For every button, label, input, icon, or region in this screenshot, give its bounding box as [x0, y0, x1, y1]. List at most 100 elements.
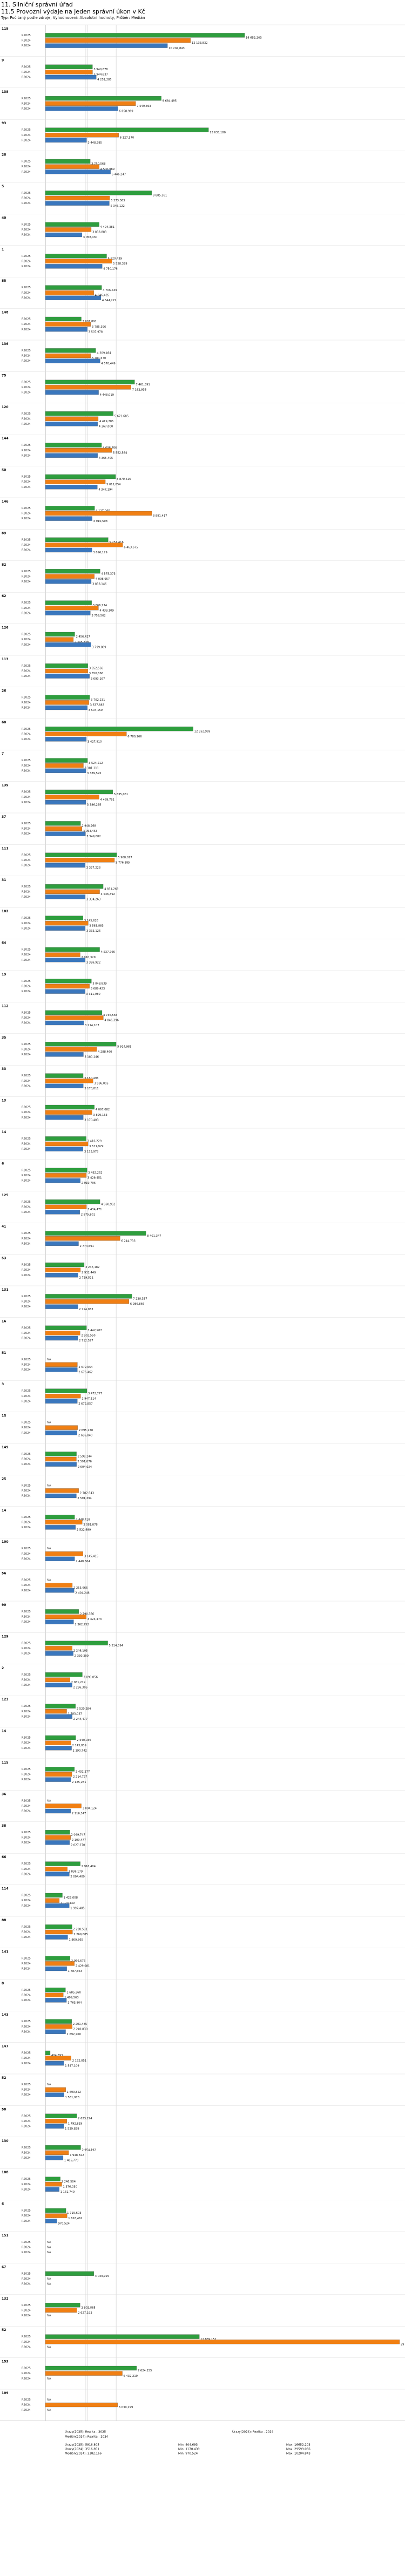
row-label: R2024: [22, 1652, 31, 1656]
group-label: 62: [2, 594, 6, 598]
bar: [45, 1835, 71, 1840]
value-label: 6 058,969: [119, 110, 133, 113]
group-label: 14: [2, 1509, 6, 1513]
row-label: R2024: [22, 1148, 31, 1151]
value-label: 2 246,103: [73, 1650, 87, 1653]
group-label: 58: [2, 2107, 6, 2111]
row-label: R2024: [22, 580, 31, 584]
row-label: R2024: [22, 1773, 31, 1777]
row-label: R2025: [22, 1421, 31, 1425]
row-label: R2024: [22, 922, 31, 925]
value-label: 1 792,829: [68, 2123, 82, 2126]
value-label: 2 244,477: [73, 1718, 87, 1721]
value-label: 4 209,464: [97, 352, 111, 355]
value-label: 3 986,005: [94, 1082, 108, 1085]
na-label: NA: [47, 2083, 51, 2086]
bar: [45, 1830, 70, 1835]
value-label: 3 416,229: [87, 1140, 102, 1143]
value-label: 6 127,370: [120, 136, 134, 139]
group-label: 119: [2, 27, 9, 31]
row-label: R2024: [22, 1116, 31, 1120]
value-label: 5 635,081: [114, 793, 128, 796]
row-label: R2024: [22, 1747, 31, 1750]
row-label: R2025: [22, 2335, 31, 2338]
bar: [45, 989, 85, 994]
value-label: 2 228,591: [73, 1928, 87, 1931]
group-label: 2: [2, 1666, 4, 1670]
bar: [45, 1262, 85, 1267]
value-label: 4 537,766: [101, 951, 115, 954]
value-label: 2 027,270: [71, 1844, 85, 1847]
bar: [45, 232, 82, 238]
row-label: R2025: [22, 2367, 31, 2370]
bar: [45, 327, 87, 332]
value-label: 3 181,111: [85, 767, 99, 770]
bar: [45, 322, 91, 327]
value-label: 7 624,155: [138, 2369, 152, 2372]
row-label: R2025: [22, 2146, 31, 2150]
row-label: R2024: [22, 2283, 31, 2286]
bar: [45, 2213, 68, 2218]
value-label: 3 910,508: [93, 520, 107, 523]
bar: [45, 1204, 87, 1209]
row-label: R2024: [22, 360, 31, 363]
value-label: 2 910,329: [81, 956, 95, 959]
row-label: R2025: [22, 791, 31, 794]
value-label: 3 759,562: [91, 614, 105, 618]
group-label: 26: [2, 689, 6, 693]
stat-value: Min: 970.524: [178, 2452, 198, 2455]
bar: [45, 485, 98, 490]
row-label: R2025: [22, 34, 31, 37]
bar: [45, 479, 106, 484]
bar: [45, 1010, 103, 1015]
row-label: R2025: [22, 1137, 31, 1141]
value-label: 1 787,663: [68, 1970, 82, 1973]
value-label: 3 896,179: [93, 551, 107, 554]
value-label: 7 162,935: [132, 389, 146, 392]
row-label: R2025: [22, 412, 31, 416]
row-label: R2025: [22, 2083, 31, 2086]
value-label: 3 349,882: [86, 835, 100, 838]
row-label: R2025: [22, 381, 31, 384]
bar: [45, 1462, 77, 1467]
value-label: 2 948,268: [82, 825, 96, 828]
bar: [45, 259, 112, 263]
bar: [45, 1488, 79, 1493]
value-label: 2 790,356: [80, 1613, 94, 1616]
bar: [45, 1840, 70, 1845]
row-label: R2024: [22, 2214, 31, 2218]
row-label: R2025: [22, 1862, 31, 1866]
value-label: 4 575,373: [101, 572, 115, 575]
row-label: R2024: [22, 1810, 31, 1813]
value-label: 5 914,983: [117, 1045, 131, 1048]
value-label: 3 944,637: [93, 73, 107, 77]
group-label: 6: [2, 1162, 4, 1165]
row-label: R2025: [22, 2272, 31, 2275]
value-label: 2 604,024: [78, 1466, 92, 1469]
row-label: R2024: [22, 265, 31, 268]
bar: [45, 1872, 70, 1876]
bar: [45, 295, 102, 300]
row-label: R2024: [22, 2341, 31, 2344]
bar: [45, 358, 100, 363]
value-label: 2 201,485: [73, 2023, 87, 2026]
value-label: 4 251,285: [97, 78, 111, 82]
group-label: 33: [2, 1067, 6, 1071]
bar: [45, 1704, 76, 1709]
row-label: R2024: [22, 675, 31, 678]
stat-value: Min: 404.693: [178, 2443, 198, 2446]
bar: [45, 1362, 78, 1367]
bar: [45, 191, 152, 195]
group-label: 52: [2, 2328, 6, 2332]
bar: [45, 2303, 80, 2308]
value-label: 2 656,840: [78, 1434, 92, 1437]
bar: [45, 1609, 79, 1614]
row-label: R2025: [22, 1737, 31, 1740]
row-label: R2024: [22, 1426, 31, 1429]
bar: [45, 2365, 137, 2371]
row-label: R2024: [22, 832, 31, 836]
bar: [45, 2271, 94, 2276]
value-label: 6 244,733: [121, 1239, 135, 1243]
bar: [45, 1210, 80, 1215]
bar: [45, 1992, 64, 1997]
